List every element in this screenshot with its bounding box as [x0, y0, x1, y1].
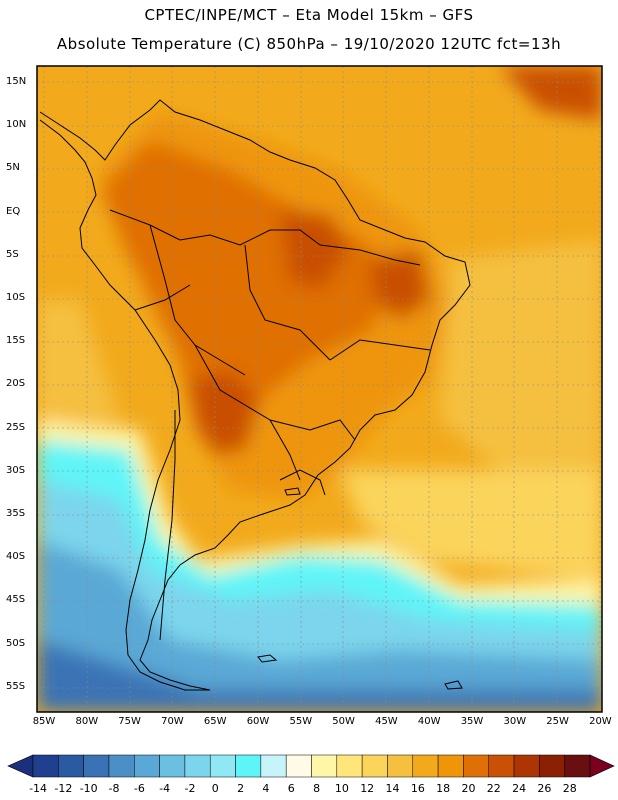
lat-tick-label: 5S [6, 248, 19, 260]
lon-tick-label: 25W [546, 716, 569, 727]
colorbar-tick-label: 16 [410, 782, 425, 795]
lat-tick-label: 25S [6, 421, 26, 433]
colorbar-tick-label: 2 [237, 782, 245, 795]
lat-tick-label: 40S [6, 551, 26, 563]
colorbar-tick-label: 26 [537, 782, 552, 795]
colorbar-swatch [463, 754, 489, 778]
colorbar-swatch [361, 754, 388, 778]
colorbar-swatch [437, 754, 464, 778]
coastline [39, 99, 471, 691]
lat-tick-label: 10N [6, 119, 27, 131]
colorbar-swatch [184, 754, 211, 778]
colorbar-swatch [32, 754, 59, 778]
lat-tick-label: 15N [6, 76, 27, 87]
chart-title-line2: Absolute Temperature (C) 850hPa – 19/10/… [56, 35, 562, 53]
colorbar-tick-label: 0 [211, 782, 219, 795]
colorbar-swatch [412, 754, 439, 778]
lat-tick-label: 45S [6, 594, 26, 606]
colorbar [7, 754, 615, 778]
lat-tick-label: 5N [6, 162, 20, 174]
lon-tick-label: 20W [589, 716, 612, 727]
lat-tick-label: 35S [6, 508, 26, 519]
colorbar-swatch [336, 754, 363, 778]
colorbar-swatch [209, 754, 236, 778]
colorbar-tick-label: -4 [159, 782, 171, 795]
map-frame [36, 65, 603, 713]
lat-tick-label: 15S [6, 335, 26, 347]
temperature-field [37, 66, 602, 712]
colorbar-swatch [83, 754, 110, 778]
lon-tick-label: 55W [289, 716, 313, 727]
colorbar-swatch [235, 754, 262, 778]
lon-tick-label: 35W [460, 716, 484, 727]
colorbar-tick-label: 14 [385, 782, 400, 795]
colorbar-swatch [387, 754, 414, 778]
colorbar-swatch [58, 754, 84, 778]
colorbar-tick-label: -2 [184, 782, 196, 795]
colorbar-swatch [159, 754, 186, 778]
colorbar-tick-label: 4 [262, 782, 270, 795]
lon-tick-label: 50W [332, 716, 355, 727]
lon-tick-label: 85W [32, 716, 56, 727]
lon-tick-label: 30W [503, 716, 527, 727]
chart-title-line1: CPTEC/INPE/MCT – Eta Model 15km – GFS [144, 6, 474, 24]
colorbar-swatch [260, 754, 287, 778]
colorbar-tick-label: 24 [512, 782, 527, 795]
colorbar-tick-label: 10 [334, 782, 349, 795]
colorbar-tick-label: 8 [313, 782, 321, 795]
colorbar-tick-label: 28 [562, 782, 577, 795]
colorbar-swatch [564, 754, 591, 778]
lat-tick-label: 20S [6, 378, 26, 390]
colorbar-swatch [311, 754, 338, 778]
lon-tick-label: 65W [203, 716, 227, 727]
lat-tick-label: 55S [6, 680, 26, 692]
lon-tick-label: 40W [417, 716, 441, 727]
colorbar-tick-label: 6 [287, 782, 295, 795]
colorbar-tick-label: 22 [486, 782, 501, 795]
colorbar-swatch [285, 754, 312, 778]
colorbar-tick-label: -6 [133, 782, 145, 795]
lon-tick-label: 70W [161, 716, 184, 727]
lon-tick-label: 60W [246, 716, 270, 727]
colorbar-tick-label: -12 [54, 782, 73, 795]
colorbar-swatch [513, 754, 540, 778]
lon-tick-label: 45W [375, 716, 398, 727]
lat-tick-label: 30S [6, 464, 26, 476]
colorbar-tick-label: 20 [461, 782, 476, 795]
lon-tick-label: 75W [118, 716, 141, 727]
colorbar-swatch [539, 754, 565, 778]
lat-tick-label: EQ [6, 205, 21, 217]
colorbar-swatch [108, 754, 135, 778]
colorbar-swatch [134, 754, 160, 778]
colorbar-swatch [488, 754, 515, 778]
colorbar-tick-label: -10 [79, 782, 98, 795]
colorbar-tick-label: -14 [29, 782, 48, 795]
colorbar-low-arrow [7, 754, 34, 778]
colorbar-tick-label: 12 [360, 782, 375, 795]
lat-tick-label: 50S [6, 637, 26, 649]
colorbar-high-arrow [589, 754, 615, 778]
lon-tick-label: 80W [75, 716, 99, 727]
colorbar-tick-label: 18 [436, 782, 451, 795]
lat-tick-label: 10S [6, 292, 26, 303]
colorbar-tick-label: -8 [108, 782, 120, 795]
